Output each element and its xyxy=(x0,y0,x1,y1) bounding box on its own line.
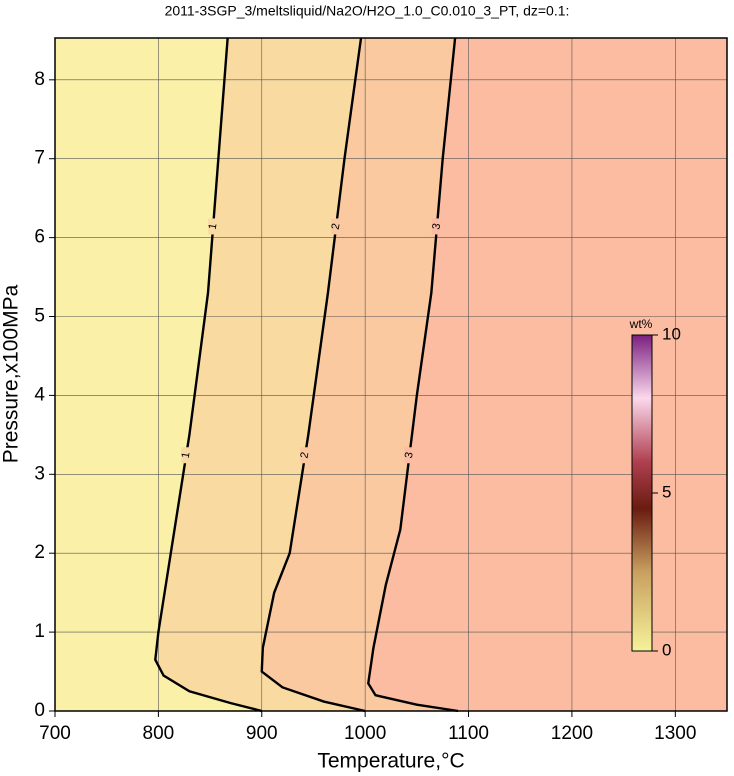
contour-label: 1 xyxy=(207,222,220,230)
contour-line xyxy=(367,37,459,713)
y-tick-label: 6 xyxy=(34,227,45,248)
colorbar-tick-label: 10 xyxy=(662,324,681,343)
contour-label-bg xyxy=(431,218,442,235)
contour-label: 2 xyxy=(330,222,343,230)
y-tick-label: 2 xyxy=(34,542,45,563)
contours: 1 1 2 2 3 3 xyxy=(154,37,459,713)
y-tick-label: 4 xyxy=(34,384,45,405)
regions xyxy=(55,38,727,711)
region xyxy=(261,38,459,711)
y-axis-label: Pressure,x100MPa xyxy=(0,284,23,463)
colorbar-tick-label: 0 xyxy=(662,640,671,659)
x-tick-label: 700 xyxy=(39,723,71,744)
colorbar xyxy=(631,334,653,652)
chart-title: 2011-3SGP_3/meltsliquid/Na2O/H2O_1.0_C0.… xyxy=(165,3,570,19)
colorbar-label: wt% xyxy=(629,317,653,331)
contour-line xyxy=(154,37,263,713)
contour-line xyxy=(260,37,366,713)
contour-label-bg xyxy=(300,447,311,464)
contour-label-bg xyxy=(404,447,415,464)
contour-label-bg xyxy=(181,447,192,464)
contour-label: 3 xyxy=(403,451,416,459)
x-tick-label: 1000 xyxy=(344,723,386,744)
x-tick-label: 1100 xyxy=(448,723,489,744)
x-axis-label: Temperature,°C xyxy=(317,750,464,773)
x-tick-label: 800 xyxy=(143,723,175,744)
y-tick-label: 7 xyxy=(34,148,45,169)
plot-frame xyxy=(54,37,728,712)
y-tick-label: 3 xyxy=(34,463,45,484)
y-tick-label: 0 xyxy=(34,700,45,721)
y-tick-label: 1 xyxy=(34,621,45,642)
region xyxy=(155,38,366,711)
contour-label-bg xyxy=(331,218,342,235)
contour-label: 2 xyxy=(299,451,312,459)
contour-label-bg xyxy=(208,218,219,235)
x-tick-label: 1300 xyxy=(654,723,696,744)
y-tick-label: 5 xyxy=(34,306,45,327)
y-tick-label: 8 xyxy=(34,69,45,90)
x-tick-label: 900 xyxy=(246,723,278,744)
contour-label: 3 xyxy=(430,222,443,230)
x-tick-label: 1200 xyxy=(551,723,593,744)
contour-label: 1 xyxy=(180,451,193,459)
colorbar-tick-label: 5 xyxy=(662,482,671,501)
